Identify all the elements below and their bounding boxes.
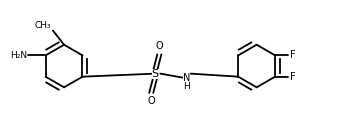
Text: O: O — [147, 96, 155, 106]
Text: S: S — [152, 69, 159, 79]
Text: O: O — [155, 41, 163, 51]
Text: H: H — [183, 82, 190, 91]
Text: F: F — [290, 72, 296, 82]
Text: CH₃: CH₃ — [35, 21, 51, 30]
Text: F: F — [290, 50, 296, 60]
Text: N: N — [182, 73, 190, 83]
Text: H₂N: H₂N — [10, 51, 27, 60]
